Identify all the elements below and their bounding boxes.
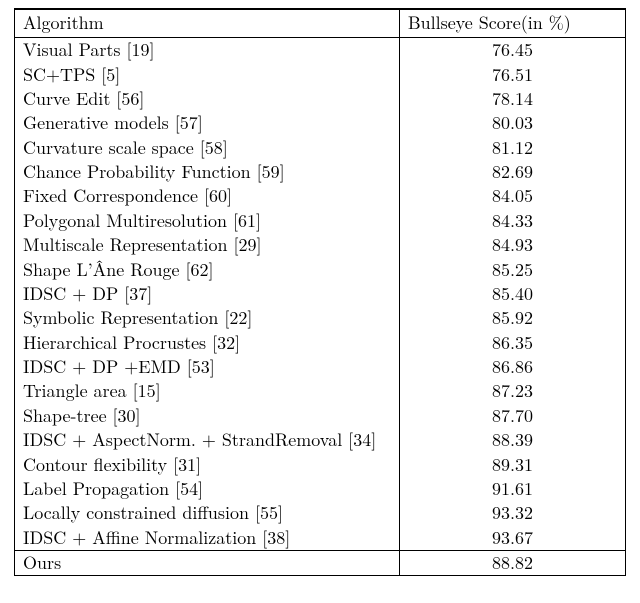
bullseye-table: Algorithm Bullseye Score(in %) Visual Pa… [14, 8, 626, 576]
table-row: Hierarchical Procrustes [32]86.35 [15, 331, 626, 355]
algorithm-cell: Symbolic Representation [22] [15, 306, 400, 330]
algorithm-cell: IDSC + AspectNorm. + StrandRemoval [34] [15, 428, 400, 452]
algorithm-cell: IDSC + DP +EMD [53] [15, 355, 400, 379]
score-cell: 84.33 [399, 209, 625, 233]
score-cell: 80.03 [399, 111, 625, 135]
algorithm-cell: Generative models [57] [15, 111, 400, 135]
score-cell: 87.70 [399, 404, 625, 428]
table-row: Curve Edit [56]78.14 [15, 87, 626, 111]
algorithm-cell: Ours [15, 550, 400, 575]
score-cell: 88.39 [399, 428, 625, 452]
table-row: Shape-tree [30]87.70 [15, 404, 626, 428]
score-cell: 85.25 [399, 257, 625, 281]
algorithm-cell: Fixed Correspondence [60] [15, 184, 400, 208]
algorithm-cell: Locally constrained diffusion [55] [15, 501, 400, 525]
algorithm-cell: IDSC + DP [37] [15, 282, 400, 306]
table-row: Contour flexibility [31]89.31 [15, 452, 626, 476]
table-row: IDSC + DP [37]85.40 [15, 282, 626, 306]
algorithm-cell: Shape L’Âne Rouge [62] [15, 257, 400, 281]
table-row: Generative models [57]80.03 [15, 111, 626, 135]
table-row: IDSC + DP +EMD [53]86.86 [15, 355, 626, 379]
score-cell: 91.61 [399, 477, 625, 501]
algorithm-cell: Contour flexibility [31] [15, 452, 400, 476]
algorithm-cell: Triangle area [15] [15, 379, 400, 403]
algorithm-cell: Shape-tree [30] [15, 404, 400, 428]
score-cell: 86.35 [399, 331, 625, 355]
algorithm-cell: Curvature scale space [58] [15, 136, 400, 160]
score-cell: 85.40 [399, 282, 625, 306]
score-cell: 76.51 [399, 62, 625, 86]
algorithm-cell: Polygonal Multiresolution [61] [15, 209, 400, 233]
col-header-algorithm: Algorithm [15, 10, 400, 38]
table-row: IDSC + AspectNorm. + StrandRemoval [34]8… [15, 428, 626, 452]
algorithm-cell: Hierarchical Procrustes [32] [15, 331, 400, 355]
table-row: Chance Probability Function [59]82.69 [15, 160, 626, 184]
col-header-score: Bullseye Score(in %) [399, 10, 625, 38]
table-row: Ours88.82 [15, 550, 626, 575]
table-row: SC+TPS [5]76.51 [15, 62, 626, 86]
algorithm-cell: IDSC + Affine Normalization [38] [15, 526, 400, 551]
algorithm-cell: Label Propagation [54] [15, 477, 400, 501]
score-cell: 93.67 [399, 526, 625, 551]
table-row: Symbolic Representation [22]85.92 [15, 306, 626, 330]
table-body: Visual Parts [19]76.45SC+TPS [5]76.51Cur… [15, 38, 626, 576]
algorithm-cell: Multiscale Representation [29] [15, 233, 400, 257]
score-cell: 76.45 [399, 38, 625, 63]
score-cell: 84.93 [399, 233, 625, 257]
table-row: Shape L’Âne Rouge [62]85.25 [15, 257, 626, 281]
table-row: Locally constrained diffusion [55]93.32 [15, 501, 626, 525]
table-row: Triangle area [15]87.23 [15, 379, 626, 403]
table-container: Algorithm Bullseye Score(in %) Visual Pa… [0, 0, 640, 603]
score-cell: 82.69 [399, 160, 625, 184]
table-row: IDSC + Affine Normalization [38]93.67 [15, 526, 626, 551]
algorithm-cell: SC+TPS [5] [15, 62, 400, 86]
score-cell: 88.82 [399, 550, 625, 575]
score-cell: 78.14 [399, 87, 625, 111]
score-cell: 93.32 [399, 501, 625, 525]
table-row: Multiscale Representation [29]84.93 [15, 233, 626, 257]
table-row: Polygonal Multiresolution [61]84.33 [15, 209, 626, 233]
score-cell: 85.92 [399, 306, 625, 330]
table-row: Curvature scale space [58]81.12 [15, 136, 626, 160]
score-cell: 89.31 [399, 452, 625, 476]
table-row: Visual Parts [19]76.45 [15, 38, 626, 63]
table-row: Label Propagation [54]91.61 [15, 477, 626, 501]
algorithm-cell: Curve Edit [56] [15, 87, 400, 111]
table-row: Fixed Correspondence [60]84.05 [15, 184, 626, 208]
score-cell: 87.23 [399, 379, 625, 403]
score-cell: 86.86 [399, 355, 625, 379]
score-cell: 81.12 [399, 136, 625, 160]
algorithm-cell: Chance Probability Function [59] [15, 160, 400, 184]
algorithm-cell: Visual Parts [19] [15, 38, 400, 63]
score-cell: 84.05 [399, 184, 625, 208]
